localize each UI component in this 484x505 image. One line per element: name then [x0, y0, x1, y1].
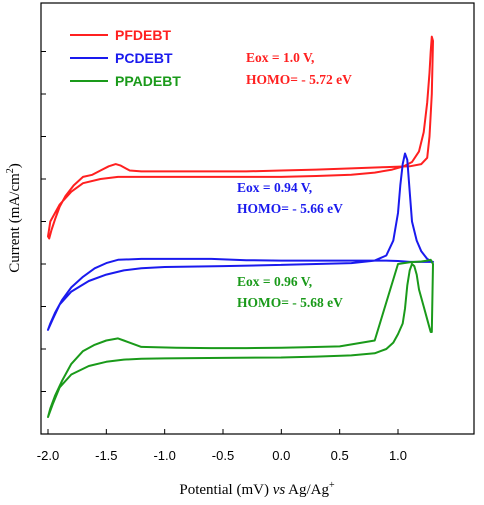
- annotation-pfdebt: Eox = 1.0 V, HOMO= - 5.72 eV: [246, 50, 352, 87]
- x-tick-label-0: -2.0: [37, 448, 59, 463]
- annotation-pcdebt-line-2: HOMO= - 5.66 eV: [237, 201, 343, 216]
- annotation-pcdebt: Eox = 0.94 V, HOMO= - 5.66 eV: [237, 180, 343, 216]
- x-tick-label-3: -0.5: [212, 448, 234, 463]
- legend: PFDEBT PCDEBT PPADEBT: [70, 27, 181, 89]
- plot-frame: [40, 2, 475, 435]
- x-axis-title-sup: +: [329, 480, 335, 491]
- x-tick-label-6: 1.0: [389, 448, 407, 463]
- x-axis-title-post: Ag/Ag: [285, 482, 329, 498]
- x-tick-label-4: 0.0: [272, 448, 290, 463]
- annotation-pfdebt-line-2: HOMO= - 5.72 eV: [246, 72, 352, 87]
- series-line-ppadebt: [47, 258, 434, 418]
- series-lines: [47, 35, 434, 418]
- x-axis-title-vs: vs: [273, 482, 286, 498]
- legend-entry-1: PCDEBT: [70, 50, 173, 66]
- x-axis-title: Potential (mV) vs Ag/Ag+: [179, 480, 335, 498]
- x-axis-ticks: -2.0 -1.5 -1.0 -0.5 0.0 0.5 1.0: [37, 429, 407, 463]
- y-axis-title-post: ): [7, 163, 23, 168]
- legend-label-2: PPADEBT: [115, 73, 181, 89]
- y-axis-title-sup: 2: [5, 168, 16, 173]
- annotation-ppadebt-line-2: HOMO= - 5.68 eV: [237, 295, 343, 310]
- annotation-pcdebt-line-1: Eox = 0.94 V,: [237, 180, 312, 195]
- annotation-ppadebt: Eox = 0.96 V, HOMO= - 5.68 eV: [237, 274, 343, 310]
- legend-entry-2: PPADEBT: [70, 73, 181, 89]
- series-line-pfdebt: [47, 35, 434, 240]
- legend-entry-0: PFDEBT: [70, 27, 171, 43]
- x-axis-title-pre: Potential (mV): [179, 482, 272, 498]
- y-axis-ticks: [41, 51, 46, 435]
- legend-label-1: PCDEBT: [115, 50, 173, 66]
- x-tick-label-2: -1.0: [153, 448, 175, 463]
- y-axis-title-pre: Current (mA/cm: [7, 173, 23, 273]
- y-axis-title: Current (mA/cm2): [5, 163, 23, 273]
- annotation-ppadebt-line-1: Eox = 0.96 V,: [237, 274, 312, 289]
- x-tick-label-1: -1.5: [95, 448, 117, 463]
- x-tick-label-5: 0.5: [331, 448, 349, 463]
- series-line-pcdebt: [47, 152, 434, 331]
- legend-label-0: PFDEBT: [115, 27, 171, 43]
- annotation-pfdebt-line-1: Eox = 1.0 V,: [246, 50, 314, 65]
